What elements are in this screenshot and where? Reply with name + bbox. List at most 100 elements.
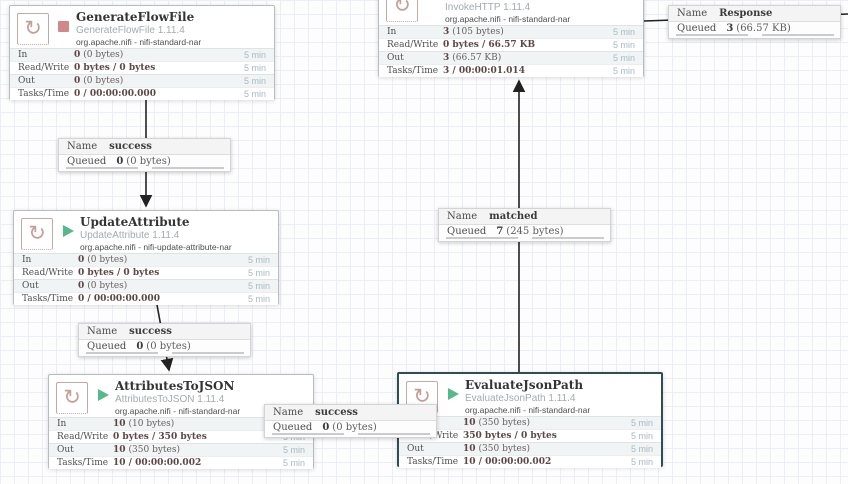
processor-bundle: org.apache.nifi - nifi-standard-nar: [465, 405, 591, 415]
stat-label: Out: [407, 444, 424, 454]
connection-label-success-2[interactable]: Name success Queued 0 (0 bytes): [78, 323, 251, 357]
processor-type-icon: ↻: [56, 382, 88, 414]
stat-row-in: In 0 (0 bytes) 5 min: [14, 253, 278, 266]
stat-row-out: Out 0 (0 bytes) 5 min: [14, 279, 278, 292]
connection-name-value: matched: [489, 211, 538, 222]
stat-label: Out: [18, 76, 35, 86]
run-status-running-icon: [98, 389, 109, 401]
processor-bundle: org.apache.nifi - nifi-update-attribute-…: [80, 242, 232, 252]
connection-queued-count: 7: [496, 226, 504, 237]
stat-label: Tasks/Time: [22, 294, 74, 304]
backpressure-size-bar: [762, 34, 834, 36]
stat-label: In: [18, 50, 28, 60]
connection-queued-count: 0: [136, 341, 144, 352]
connection-queued-label: Queued: [677, 23, 717, 34]
processor-type-version: GenerateFlowFile 1.11.4: [76, 25, 185, 36]
stat-label: Out: [57, 445, 74, 455]
stat-row-out: Out 10 (350 bytes) 5 min: [49, 443, 313, 456]
connection-queued-label: Queued: [447, 226, 487, 237]
stat-window: 5 min: [243, 89, 266, 99]
stat-row-taskstime: Tasks/Time 3 / 00:00:01.014 5 min: [379, 64, 643, 77]
connection-queued-size: (66.57 KB): [736, 23, 791, 34]
stat-row-readwrite: Read/Write 0 bytes / 66.57 KB 5 min: [379, 38, 643, 51]
processor-type-icon: ↻: [21, 218, 53, 250]
run-status-running-icon: [448, 388, 459, 400]
connection-name-label: Name: [447, 211, 478, 222]
backpressure-size-bar: [532, 237, 604, 239]
processor-type-icon: ↻: [17, 13, 49, 45]
stat-window: 5 min: [630, 444, 653, 454]
connection-name-label: Name: [87, 326, 118, 337]
stat-row-out: Out 10 (350 bytes) 5 min: [399, 442, 661, 455]
backpressure-object-bar: [676, 34, 748, 36]
processor-name: InvokeHTTP: [445, 0, 528, 1]
processor-generateflowfile[interactable]: ↻ GenerateFlowFile GenerateFlowFile 1.11…: [9, 5, 275, 100]
stat-window: 5 min: [630, 431, 653, 441]
stat-label: Out: [22, 281, 39, 291]
processor-name: GenerateFlowFile: [76, 10, 195, 24]
stat-label: Read/Write: [22, 268, 74, 278]
stat-label: Tasks/Time: [18, 89, 70, 99]
connection-label-response[interactable]: Name Response Queued 3 (66.57 KB): [668, 5, 841, 39]
stat-window: 5 min: [612, 40, 635, 50]
processor-name: EvaluateJsonPath: [465, 378, 584, 392]
stat-row-out: Out 0 (0 bytes) 5 min: [10, 74, 274, 87]
stats-table: In 0 (0 bytes) 5 min Read/Write 0 bytes / 0 …: [10, 48, 274, 100]
connection-queued-label: Queued: [273, 422, 313, 433]
connection-name-label: Name: [273, 407, 304, 418]
stat-label: Out: [387, 53, 404, 63]
processor-bundle: org.apache.nifi - nifi-standard-nar: [115, 406, 241, 416]
processor-updateattribute[interactable]: ↻ UpdateAttribute UpdateAttribute 1.11.4…: [13, 210, 279, 305]
stat-window: 5 min: [630, 457, 653, 467]
stat-label: In: [22, 255, 32, 265]
stat-window: 5 min: [612, 27, 635, 37]
backpressure-size-bar: [152, 167, 224, 169]
connection-label-success-3[interactable]: Name success Queued 0 (0 bytes): [264, 404, 437, 438]
stat-row-taskstime: Tasks/Time 10 / 00:00:00.002 5 min: [399, 455, 661, 468]
connection-queued-size: (245 bytes): [506, 226, 564, 237]
processor-name: UpdateAttribute: [80, 215, 190, 229]
stat-label: In: [57, 419, 67, 429]
stat-label: Tasks/Time: [57, 458, 109, 468]
connection-label-matched[interactable]: Name matched Queued 7 (245 bytes): [438, 208, 611, 242]
stats-table: In 3 (105 bytes) 5 min Read/Write 0 bytes / …: [379, 25, 643, 77]
stat-row-readwrite: Read/Write 0 bytes / 0 bytes 5 min: [14, 266, 278, 279]
stat-row-in: In 3 (105 bytes) 5 min: [379, 25, 643, 38]
processor-invokehttp[interactable]: ↻ InvokeHTTP InvokeHTTP 1.11.4 org.apach…: [378, 0, 644, 77]
stat-row-in: In 0 (0 bytes) 5 min: [10, 48, 274, 61]
stat-row-taskstime: Tasks/Time 0 / 00:00:00.000 5 min: [14, 292, 278, 305]
connection-label-success-1[interactable]: Name success Queued 0 (0 bytes): [58, 138, 231, 172]
run-status-stopped-icon: [58, 21, 69, 32]
stat-row-taskstime: Tasks/Time 0 / 00:00:00.000 5 min: [10, 87, 274, 100]
stat-window: 5 min: [243, 50, 266, 60]
processor-bundle: org.apache.nifi - nifi-standard-nar: [76, 37, 202, 47]
processor-type-version: UpdateAttribute 1.11.4: [80, 230, 180, 241]
stat-row-out: Out 3 (66.57 KB) 5 min: [379, 51, 643, 64]
stat-window: 5 min: [243, 63, 266, 73]
stat-label: Read/Write: [57, 432, 109, 442]
connection-name-label: Name: [677, 8, 708, 19]
stat-window: 5 min: [282, 445, 305, 455]
run-status-running-icon: [63, 225, 74, 237]
backpressure-object-bar: [446, 237, 518, 239]
stat-window: 5 min: [612, 66, 635, 76]
stat-window: 5 min: [247, 255, 270, 265]
stat-label: Read/Write: [18, 63, 70, 73]
stat-row-readwrite: Read/Write 0 bytes / 0 bytes 5 min: [10, 61, 274, 74]
processor-name: AttributesToJSON: [115, 379, 235, 393]
stat-window: 5 min: [247, 281, 270, 291]
processor-type-version: InvokeHTTP 1.11.4: [445, 2, 531, 13]
stat-window: 5 min: [243, 76, 266, 86]
connection-name-value: success: [315, 407, 358, 418]
processor-attributestojson[interactable]: ↻ AttributesToJSON AttributesToJSON 1.11…: [48, 374, 314, 469]
connection-name-label: Name: [67, 141, 98, 152]
stat-window: 5 min: [247, 268, 270, 278]
connection-queued-label: Queued: [87, 341, 127, 352]
connection-queued-count: 0: [116, 156, 124, 167]
processor-type-version: AttributesToJSON 1.11.4: [115, 394, 225, 405]
stat-window: 5 min: [282, 458, 305, 468]
stat-window: 5 min: [630, 418, 653, 428]
